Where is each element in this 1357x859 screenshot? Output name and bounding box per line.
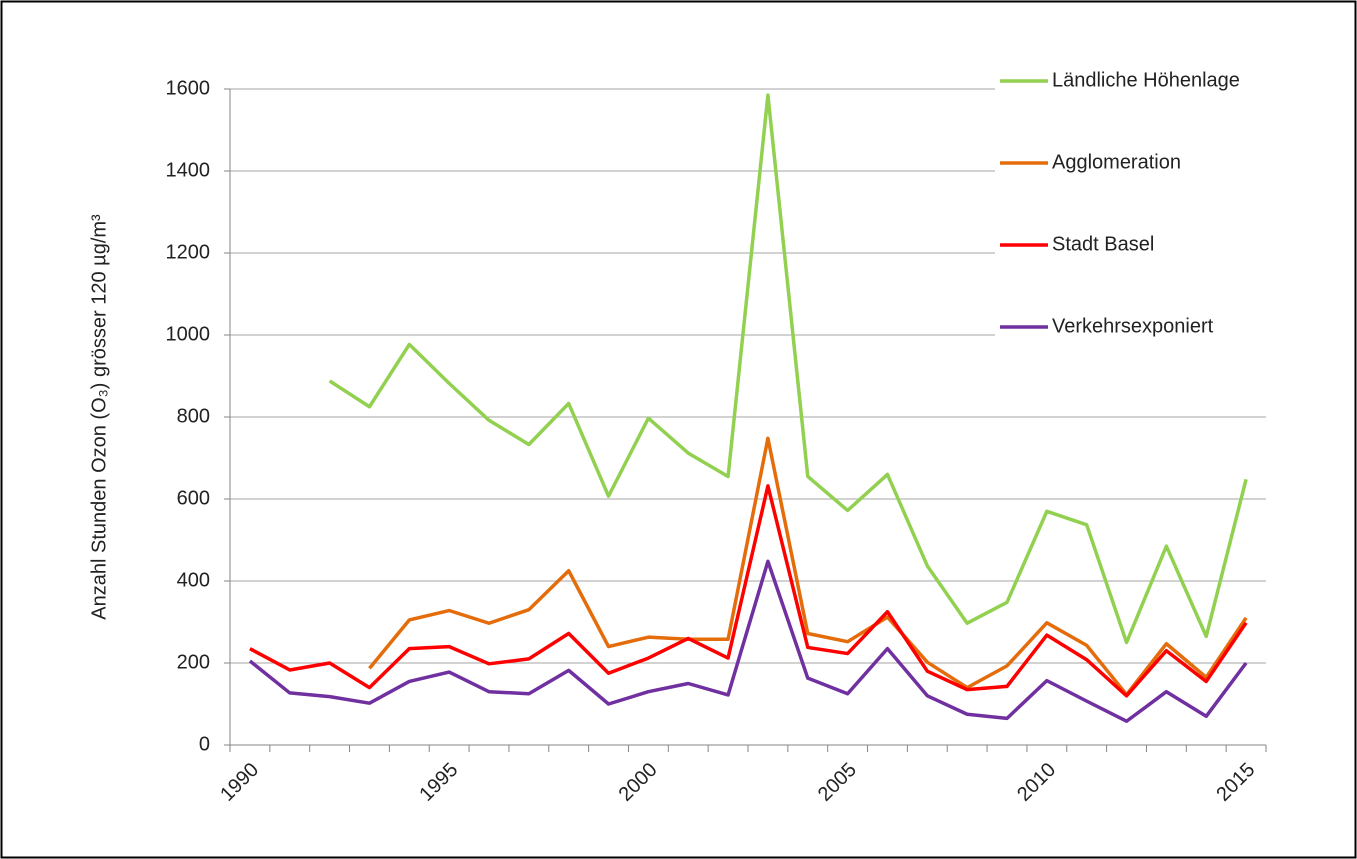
y-tick-label: 400: [177, 569, 210, 591]
legend-label: Verkehrsexponiert: [1052, 315, 1214, 337]
y-tick-label: 600: [177, 487, 210, 509]
series-line: [249, 484, 1248, 698]
y-tick-label: 200: [177, 651, 210, 673]
y-tick-label: 0: [199, 733, 210, 755]
series-line: [368, 436, 1248, 697]
y-tick-label: 1400: [166, 159, 211, 181]
legend-background: [995, 55, 1335, 347]
legend-label: Stadt Basel: [1052, 233, 1154, 255]
y-tick-label: 1200: [166, 241, 211, 263]
y-tick-label: 1000: [166, 323, 211, 345]
legend-label: Ländliche Höhenlage: [1052, 69, 1240, 91]
y-tick-label: 800: [177, 405, 210, 427]
legend-label: Agglomeration: [1052, 151, 1181, 173]
y-axis-label: Anzahl Stunden Ozon (O₃) grösser 120 µg/…: [88, 214, 110, 620]
series-line: [248, 559, 1248, 723]
series-line: [328, 93, 1248, 645]
y-tick-label: 1600: [166, 77, 211, 99]
